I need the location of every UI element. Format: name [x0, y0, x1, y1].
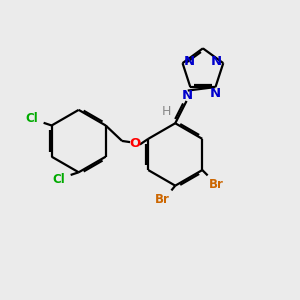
Text: O: O	[130, 137, 141, 150]
Text: N: N	[184, 55, 195, 68]
Text: Br: Br	[154, 194, 169, 206]
Text: Cl: Cl	[52, 172, 65, 186]
Text: N: N	[209, 87, 220, 100]
Text: Cl: Cl	[26, 112, 38, 125]
Text: N: N	[211, 55, 222, 68]
Text: H: H	[162, 106, 171, 118]
Text: N: N	[182, 89, 193, 102]
Text: Br: Br	[209, 178, 224, 191]
